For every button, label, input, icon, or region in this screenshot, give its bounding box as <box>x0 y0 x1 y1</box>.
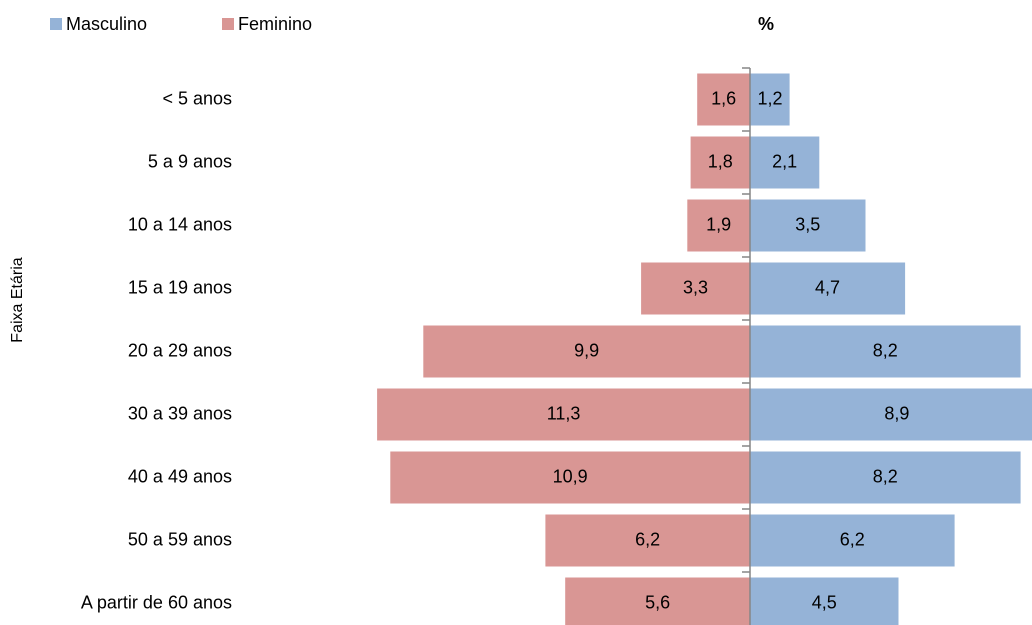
y-tick-label: < 5 anos <box>162 88 232 108</box>
data-label: 1,2 <box>757 88 782 108</box>
bar <box>750 199 866 252</box>
data-label: 10,9 <box>553 466 588 486</box>
data-label: 3,5 <box>795 214 820 234</box>
bar <box>687 199 750 252</box>
y-tick-label: 20 a 29 anos <box>128 340 232 360</box>
bar <box>690 136 750 189</box>
bar <box>750 325 1021 378</box>
bar <box>750 388 1032 441</box>
y-tick-label: 5 a 9 anos <box>148 151 232 171</box>
data-label: 3,3 <box>683 277 708 297</box>
legend-swatch <box>222 18 234 30</box>
data-label: 4,7 <box>815 277 840 297</box>
data-label: 11,3 <box>547 403 581 423</box>
y-tick-label: 30 a 39 anos <box>128 403 232 423</box>
legend-label: Masculino <box>66 14 147 34</box>
bar <box>390 451 750 504</box>
y-tick-label: 15 a 19 anos <box>128 277 232 297</box>
data-label: 8,9 <box>884 403 909 423</box>
data-label: 6,2 <box>635 529 660 549</box>
legend-swatch <box>50 18 62 30</box>
data-label: 5,6 <box>645 592 670 612</box>
data-label: 6,2 <box>840 529 865 549</box>
y-axis-label: Faixa Etária <box>9 257 26 342</box>
data-label: 9,9 <box>574 340 599 360</box>
data-label: 1,8 <box>708 151 733 171</box>
data-label: 4,5 <box>812 592 837 612</box>
y-tick-label: 50 a 59 anos <box>128 529 232 549</box>
data-label: 8,2 <box>873 466 898 486</box>
bar <box>423 325 750 378</box>
bar <box>565 577 750 625</box>
data-label: 2,1 <box>772 151 797 171</box>
chart-title: % <box>758 14 774 34</box>
bar <box>750 262 906 315</box>
bar <box>750 577 899 625</box>
bar <box>750 136 820 189</box>
y-tick-label: 10 a 14 anos <box>128 214 232 234</box>
data-label: 1,9 <box>706 214 731 234</box>
bar <box>750 451 1021 504</box>
bar <box>697 73 750 126</box>
bar <box>545 514 750 567</box>
bar <box>750 73 790 126</box>
data-label: 1,6 <box>711 88 736 108</box>
bar <box>750 514 955 567</box>
bar <box>377 388 750 441</box>
bar <box>641 262 750 315</box>
legend-label: Feminino <box>238 14 312 34</box>
y-tick-label: 40 a 49 anos <box>128 466 232 486</box>
y-tick-label: A partir de 60 anos <box>81 592 232 612</box>
data-label: 8,2 <box>873 340 898 360</box>
